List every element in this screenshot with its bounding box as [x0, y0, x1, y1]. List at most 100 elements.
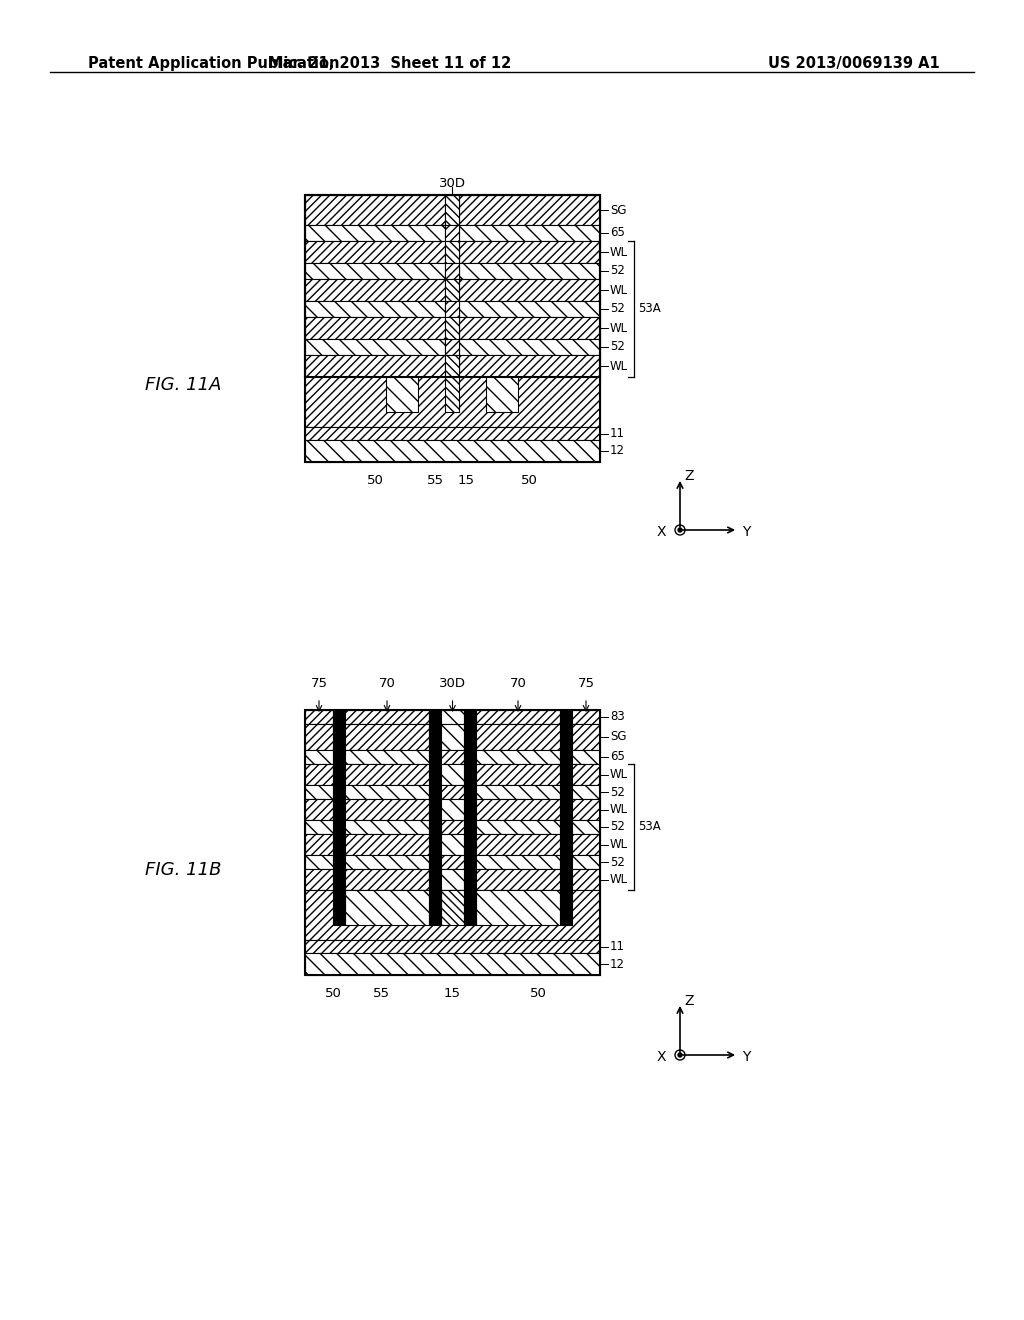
Bar: [386, 378, 418, 412]
Bar: [476, 855, 560, 869]
Text: 75: 75: [310, 677, 328, 690]
Text: 11: 11: [610, 940, 625, 953]
Bar: [305, 869, 333, 890]
Bar: [560, 890, 572, 925]
Bar: [305, 426, 600, 440]
Text: 65: 65: [610, 751, 625, 763]
Bar: [459, 317, 600, 339]
Bar: [560, 799, 572, 820]
Circle shape: [678, 1053, 682, 1057]
Bar: [459, 242, 600, 263]
Bar: [429, 855, 441, 869]
Text: 50: 50: [529, 987, 547, 1001]
Text: 83: 83: [610, 710, 625, 723]
Text: Z: Z: [684, 994, 693, 1008]
Bar: [459, 339, 600, 355]
Text: FIG. 11A: FIG. 11A: [145, 376, 221, 393]
Bar: [441, 869, 464, 890]
Bar: [476, 820, 560, 834]
Bar: [441, 799, 464, 820]
Bar: [345, 820, 429, 834]
Text: WL: WL: [610, 838, 628, 851]
Bar: [572, 750, 600, 764]
Bar: [441, 855, 464, 869]
Text: FIG. 11B: FIG. 11B: [145, 861, 221, 879]
Text: Y: Y: [742, 1049, 751, 1064]
Bar: [305, 940, 600, 953]
Text: WL: WL: [610, 284, 628, 297]
Bar: [305, 710, 600, 975]
Bar: [305, 195, 445, 224]
Bar: [560, 785, 572, 799]
Bar: [429, 890, 441, 925]
Bar: [464, 834, 476, 855]
Bar: [572, 785, 600, 799]
Text: Patent Application Publication: Patent Application Publication: [88, 55, 340, 71]
Bar: [429, 723, 441, 750]
Bar: [333, 764, 345, 785]
Bar: [305, 953, 600, 975]
Circle shape: [678, 528, 682, 532]
Bar: [486, 378, 518, 412]
Bar: [305, 440, 600, 462]
Text: WL: WL: [610, 768, 628, 781]
Bar: [445, 355, 459, 378]
Bar: [305, 279, 445, 301]
Bar: [345, 834, 429, 855]
Text: 50: 50: [325, 987, 341, 1001]
Bar: [464, 710, 476, 723]
Text: WL: WL: [610, 246, 628, 259]
Bar: [333, 710, 345, 723]
Bar: [560, 855, 572, 869]
Bar: [464, 855, 476, 869]
Bar: [305, 339, 445, 355]
Bar: [333, 869, 345, 890]
Bar: [560, 820, 572, 834]
Bar: [305, 785, 333, 799]
Text: Z: Z: [684, 469, 693, 483]
Text: 75: 75: [578, 677, 595, 690]
Bar: [445, 339, 459, 355]
Bar: [305, 890, 600, 940]
Bar: [476, 750, 560, 764]
Bar: [305, 195, 600, 462]
Bar: [345, 799, 429, 820]
Bar: [333, 890, 345, 925]
Bar: [429, 869, 441, 890]
Bar: [441, 820, 464, 834]
Bar: [459, 301, 600, 317]
Bar: [345, 750, 429, 764]
Bar: [345, 890, 429, 925]
Bar: [333, 820, 345, 834]
Bar: [459, 355, 600, 378]
Bar: [464, 785, 476, 799]
Bar: [464, 750, 476, 764]
Bar: [305, 750, 333, 764]
Text: WL: WL: [610, 873, 628, 886]
Bar: [305, 834, 333, 855]
Bar: [305, 723, 333, 750]
Bar: [459, 263, 600, 279]
Bar: [445, 224, 459, 242]
Bar: [333, 750, 345, 764]
Text: 55: 55: [427, 474, 443, 487]
Bar: [305, 224, 445, 242]
Bar: [572, 723, 600, 750]
Bar: [476, 890, 560, 925]
Bar: [333, 723, 345, 750]
Bar: [464, 799, 476, 820]
Text: WL: WL: [610, 803, 628, 816]
Bar: [429, 799, 441, 820]
Bar: [441, 834, 464, 855]
Bar: [476, 710, 560, 723]
Text: 52: 52: [610, 302, 625, 315]
Text: 52: 52: [610, 855, 625, 869]
Bar: [445, 263, 459, 279]
Text: 65: 65: [610, 227, 625, 239]
Text: 12: 12: [610, 445, 625, 458]
Text: SG: SG: [610, 203, 627, 216]
Bar: [560, 710, 572, 723]
Text: X: X: [656, 525, 666, 539]
Bar: [572, 799, 600, 820]
Bar: [305, 764, 333, 785]
